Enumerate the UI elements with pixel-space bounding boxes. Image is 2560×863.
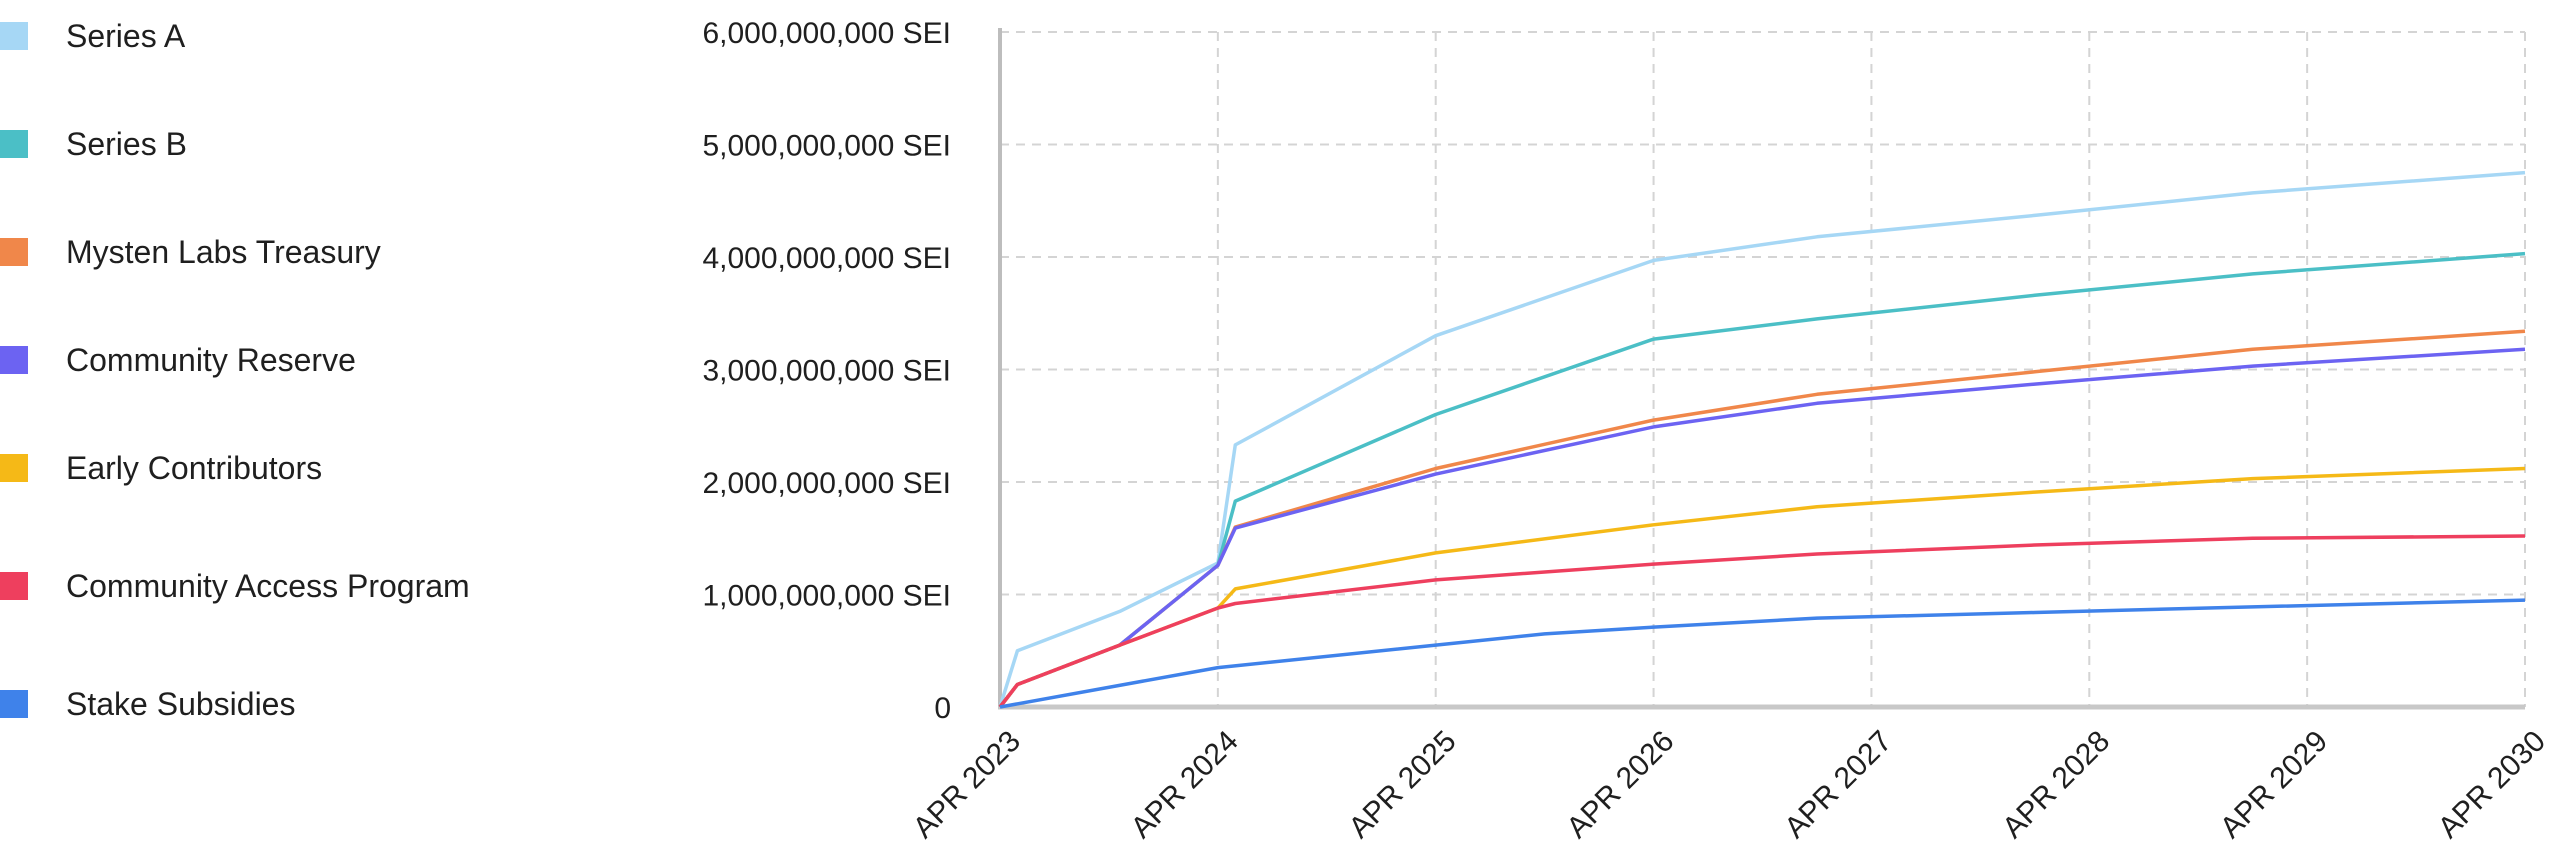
x-tick-label: APR 2027 [1778,725,1898,845]
legend-swatch [0,22,28,50]
legend-item: Community Reserve [0,340,356,380]
legend-swatch [0,454,28,482]
y-tick-label: 3,000,000,000 SEI [702,355,951,388]
x-tick: APR 2030 [2432,725,2552,845]
legend-item: Community Access Program [0,566,470,606]
legend-swatch [0,572,28,600]
legend-item: Mysten Labs Treasury [0,232,381,272]
x-tick: APR 2023 [907,725,1027,845]
legend-item: Series A [0,16,185,56]
series-line-series-a [998,170,2526,708]
x-tick-label: APR 2023 [907,725,1027,845]
x-tick: APR 2028 [1996,725,2116,845]
legend-label: Series B [66,125,187,162]
x-tick-label: APR 2024 [1125,725,1245,845]
chart-legend: Series A Series B Mysten Labs Treasury Comm… [0,0,640,863]
legend-label: Mysten Labs Treasury [66,233,381,270]
legend-label: Early Contributors [66,449,323,486]
x-tick: APR 2029 [2214,725,2334,845]
series-line-community-access-program [998,534,2526,709]
chart-series [998,170,2526,709]
x-tick-label: APR 2029 [2214,725,2334,845]
y-tick-label: 4,000,000,000 SEI [702,242,951,275]
legend-label: Community Reserve [66,341,356,378]
legend-swatch [0,346,28,374]
legend-label: Stake Subsidies [66,685,296,722]
x-tick-label: APR 2026 [1560,725,1680,845]
series-line-stake-subsidies [999,598,2526,709]
legend-item: Early Contributors [0,448,322,488]
legend-swatch [0,238,28,266]
legend-swatch [0,130,28,158]
y-tick-label: 5,000,000,000 SEI [702,130,951,163]
legend-label: Series A [66,17,186,54]
y-tick-label: 1,000,000,000 SEI [702,580,951,613]
y-axis-ticks: 0 1,000,000,000 SEI 2,000,000,000 SEI 3,000… [702,17,951,725]
x-tick: APR 2025 [1343,725,1463,845]
x-tick: APR 2026 [1560,725,1680,845]
series-line-early-contributors [998,466,2526,709]
x-tick-label: APR 2028 [1996,725,2116,845]
chart-axes [998,28,2525,710]
y-tick-label: 0 [934,692,951,725]
legend-item: Series B [0,124,187,164]
legend-label: Community Access Program [66,567,470,604]
x-tick-label: APR 2030 [2432,725,2552,845]
x-tick-label: APR 2025 [1343,725,1463,845]
y-tick-label: 6,000,000,000 SEI [702,17,951,50]
chart-grid [1000,31,2526,707]
y-tick-label: 2,000,000,000 SEI [702,467,951,500]
x-tick: APR 2027 [1778,725,1898,845]
x-tick: APR 2024 [1125,725,1245,845]
x-axis-ticks: APR 2023 APR 2024 APR 2025 APR 2026 APR 2027… [907,725,2552,845]
legend-item: Stake Subsidies [0,684,295,724]
legend-swatch [0,690,28,718]
